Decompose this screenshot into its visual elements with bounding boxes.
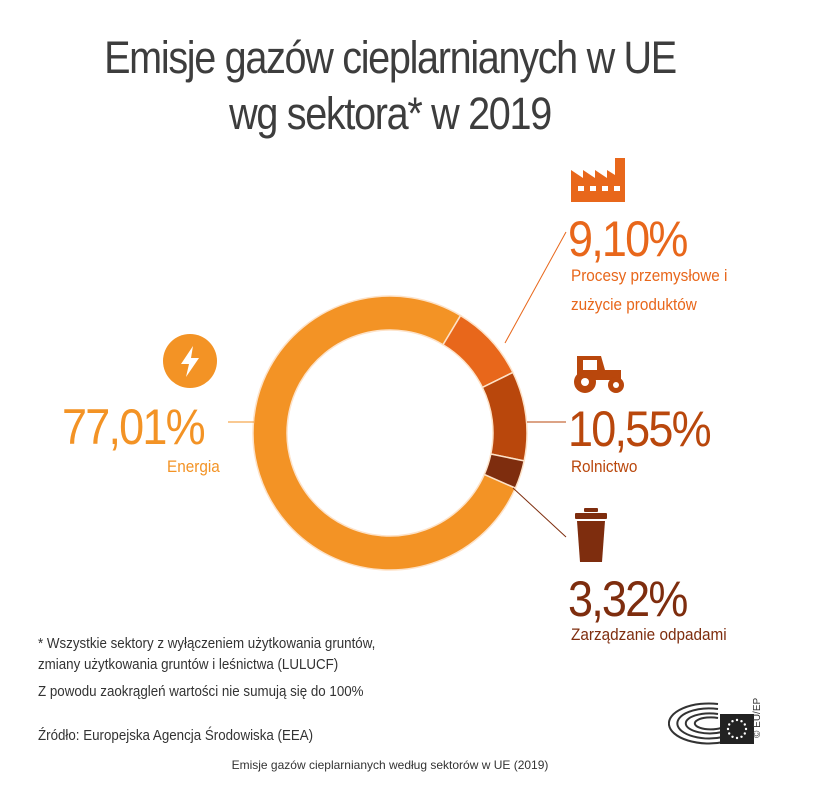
eu-star (743, 732, 746, 735)
footnote-rounding: Z powodu zaokrągleń wartości nie sumują … (38, 684, 364, 700)
lightning-icon (163, 334, 217, 388)
eu-star (735, 718, 739, 722)
energy-percent: 77,01% (62, 399, 206, 455)
eu-star (728, 723, 731, 726)
donut-slice-3 (483, 453, 526, 490)
tractor-icon (574, 356, 624, 393)
eu-star (728, 732, 731, 735)
industry-percent: 9,10% (568, 211, 688, 267)
leader-line-industry (504, 231, 567, 344)
eu-star (731, 735, 734, 738)
industry-label-line1: Procesy przemysłowe i (571, 266, 728, 285)
chart-title-line1: Emisje gazów cieplarnianych w UE (104, 32, 677, 83)
energy-label: Energia (167, 457, 220, 476)
footnote-2: zmiany użytkowania gruntów i leśnictwa (… (38, 657, 339, 673)
leader-line-waste (512, 487, 567, 538)
agriculture-label: Rolnictwo (571, 457, 638, 476)
donut-slice-2 (481, 371, 528, 462)
eu-star (740, 720, 743, 723)
eu-star (735, 736, 739, 740)
image-caption: Emisje gazów cieplarnianych według sekto… (231, 758, 549, 772)
factory-icon (571, 158, 625, 202)
eu-star (740, 735, 743, 738)
source-note: Źródło: Europejska Agencja Środowiska (E… (38, 728, 314, 744)
chart-title-line2: wg sektora* w 2019 (229, 88, 552, 139)
european-parliament-logo (668, 702, 754, 745)
donut-slice-1 (442, 314, 514, 389)
waste-label: Zarządzanie odpadami (571, 625, 727, 644)
industry-label-line2: zużycie produktów (571, 295, 697, 314)
agriculture-percent: 10,55% (568, 401, 712, 457)
eu-star (743, 723, 746, 726)
donut-slice-0 (252, 295, 517, 571)
eu-star (726, 727, 730, 731)
eu-star (744, 727, 748, 731)
waste-percent: 3,32% (568, 571, 688, 627)
eu-star (731, 720, 734, 723)
trash-bin-icon (575, 508, 607, 562)
footnote-1: * Wszystkie sektory z wyłączeniem użytko… (38, 636, 376, 652)
copyright-text: © EU/EP (752, 697, 763, 738)
